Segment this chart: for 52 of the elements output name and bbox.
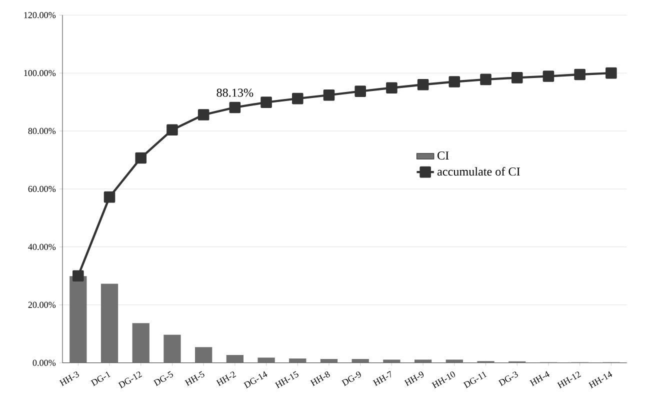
x-tick-label: HH-7: [372, 370, 391, 386]
point: [354, 86, 366, 97]
bar: [446, 360, 463, 363]
x-tick-label: HH-2: [216, 372, 236, 386]
x-tick-label: HH-3: [59, 371, 79, 386]
point: [166, 124, 178, 136]
y-tick-label: 40.00%: [28, 244, 56, 250]
y-tick-label: 120.00%: [24, 12, 56, 18]
point: [417, 78, 429, 90]
point: [229, 102, 241, 114]
point: [606, 67, 617, 79]
y-tick-label: 20.00%: [28, 302, 56, 308]
point: [448, 76, 460, 88]
bar: [258, 358, 275, 363]
y-tick-label: 80.00%: [28, 128, 56, 134]
legend-label: accumulate of CI: [437, 166, 520, 176]
point: [198, 109, 210, 120]
point: [104, 191, 116, 203]
x-tick-label: DG-3: [498, 371, 518, 386]
bar: [226, 354, 244, 363]
bar: [352, 358, 369, 363]
bar: [383, 360, 400, 363]
bar: [132, 323, 150, 363]
point: [72, 270, 84, 282]
bar: [320, 358, 338, 363]
y-tick-label: 100.00%: [24, 70, 56, 76]
bar: [289, 358, 306, 363]
x-tick-label: DG-1: [90, 372, 111, 386]
point: [480, 74, 492, 85]
data-label: 88.13%: [216, 88, 254, 97]
point: [260, 96, 272, 108]
x-tick-label: DG-9: [341, 371, 361, 386]
point: [135, 152, 147, 164]
bar: [414, 360, 432, 363]
x-tick-label: DG-5: [153, 371, 174, 386]
point: [511, 72, 523, 84]
x-tick-label: HH-4: [530, 371, 550, 386]
y-tick-label: 60.00%: [28, 186, 56, 192]
point: [574, 68, 586, 80]
point: [292, 92, 304, 104]
point: [386, 82, 398, 94]
x-tick-label: HH-9: [404, 371, 424, 386]
y-tick-label: 0.00%: [32, 360, 56, 366]
bar: [195, 347, 212, 363]
bar: [164, 334, 181, 363]
bar: [70, 276, 87, 363]
bar: [100, 284, 118, 363]
x-tick-label: HH-5: [184, 371, 204, 386]
x-tick-label: HH-8: [310, 371, 330, 386]
legend-label: CI: [438, 151, 449, 160]
point: [542, 70, 554, 82]
point: [323, 89, 335, 101]
